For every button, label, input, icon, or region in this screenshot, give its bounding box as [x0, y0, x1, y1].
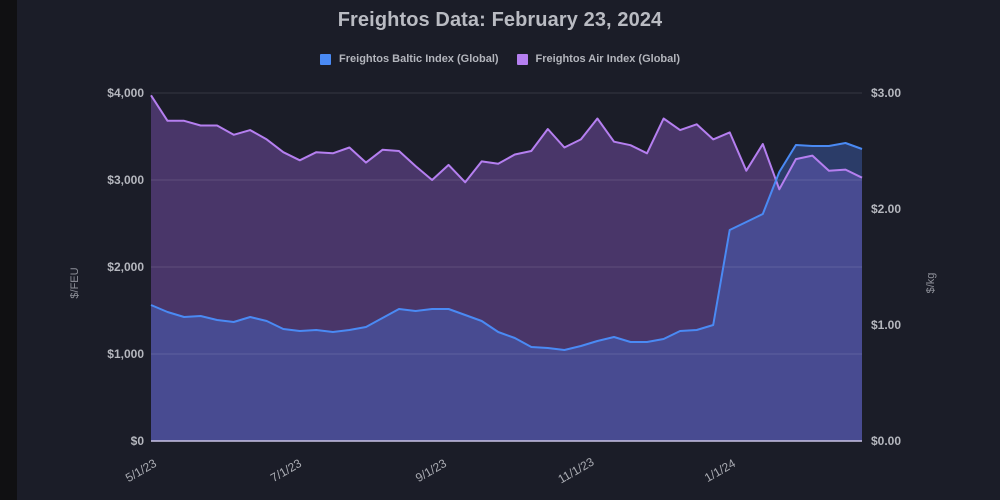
- air-index-area: [151, 95, 862, 442]
- left-axis-tick: $2,000: [107, 260, 144, 274]
- x-axis-tick: 1/1/24: [702, 456, 738, 485]
- right-axis-tick: $3.00: [871, 86, 901, 100]
- right-axis-tick: $1.00: [871, 318, 901, 332]
- right-axis-tick: $0.00: [871, 434, 901, 448]
- x-axis-tick: 7/1/23: [268, 456, 304, 485]
- left-axis-tick: $0: [131, 434, 145, 448]
- legend-label-air: Freightos Air Index (Global): [535, 53, 680, 65]
- chart-title: Freightos Data: February 23, 2024: [337, 9, 663, 31]
- x-axis-tick: 11/1/23: [556, 455, 597, 487]
- x-axis-tick: 9/1/23: [413, 456, 449, 485]
- legend-label-baltic: Freightos Baltic Index (Global): [339, 53, 499, 65]
- air-swatch-icon: [516, 53, 528, 65]
- left-axis-title: $/FEU: [69, 267, 81, 298]
- right-axis-tick: $2.00: [871, 202, 901, 216]
- legend-item-air[interactable]: Freightos Air Index (Global): [516, 53, 680, 65]
- baltic-swatch-icon: [320, 53, 332, 65]
- baltic-index-line: [150, 142, 863, 351]
- x-axis-tick: 5/1/23: [123, 456, 159, 485]
- baltic-index-area: [151, 143, 862, 441]
- left-axis-tick: $1,000: [107, 347, 144, 361]
- right-axis-title: $/kg: [925, 273, 937, 294]
- window-edge: [0, 0, 17, 500]
- legend: Freightos Baltic Index (Global) Freighto…: [0, 53, 1000, 65]
- left-axis-tick: $3,000: [107, 173, 144, 187]
- air-index-line: [150, 94, 863, 191]
- left-axis-tick: $4,000: [107, 86, 144, 100]
- legend-item-baltic[interactable]: Freightos Baltic Index (Global): [320, 53, 499, 65]
